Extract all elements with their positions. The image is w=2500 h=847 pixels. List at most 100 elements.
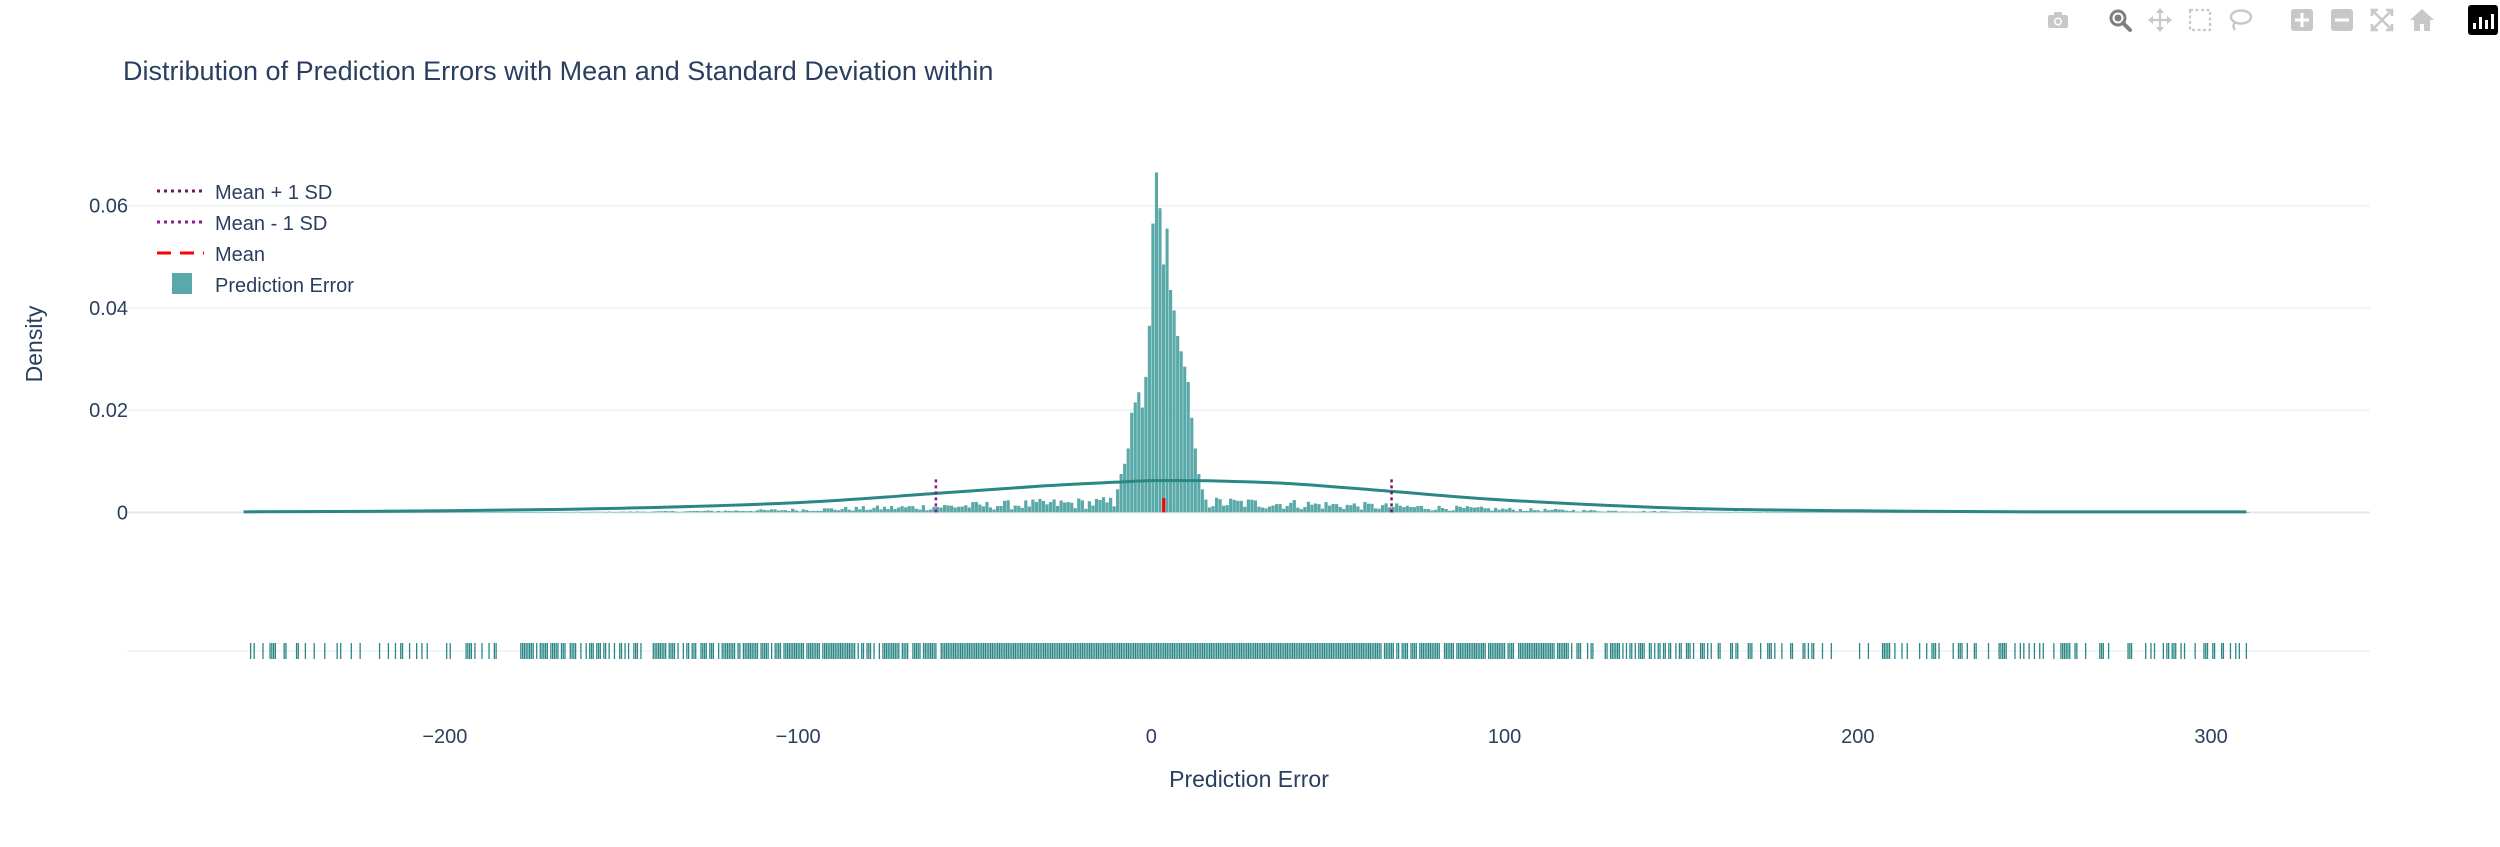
histogram-bar <box>812 510 816 513</box>
histogram-bar <box>1278 504 1282 513</box>
histogram-bar <box>1529 508 1533 513</box>
histogram-bar <box>1055 505 1060 513</box>
histogram-bar <box>907 506 911 513</box>
histogram-bar <box>1045 504 1049 513</box>
box-select-icon[interactable] <box>2184 4 2216 36</box>
lasso-select-icon[interactable] <box>2224 4 2256 36</box>
histogram-bar <box>501 512 505 513</box>
legend-label: Mean + 1 SD <box>215 182 332 204</box>
y-tick-label: 0.04 <box>89 298 128 320</box>
legend-item-prediction-error[interactable]: Prediction Error <box>172 273 354 297</box>
histogram-bar <box>1776 512 1780 513</box>
histogram-bar <box>911 506 915 513</box>
histogram-bar <box>706 510 710 513</box>
histogram-bar <box>752 511 756 513</box>
histogram-bar <box>762 509 767 513</box>
histogram-bar <box>1868 512 1872 513</box>
zoom-icon[interactable] <box>2104 4 2136 36</box>
legend-item-mean-plus-sd[interactable]: Mean + 1 SD <box>157 182 332 204</box>
histogram-bar <box>1451 510 1455 513</box>
histogram-bar <box>748 510 752 513</box>
histogram-bar <box>1546 510 1551 513</box>
histogram-bar <box>745 511 749 513</box>
histogram-bar <box>660 511 664 513</box>
histogram-bar <box>653 511 657 513</box>
x-tick-label: 0 <box>1146 726 1157 748</box>
histogram-bar <box>1864 512 1869 513</box>
histogram-bar <box>2246 512 2250 513</box>
histogram-bar <box>1101 497 1106 513</box>
histogram-bar <box>437 512 442 513</box>
histogram-bar <box>1006 500 1010 513</box>
histogram-bar <box>1656 511 1660 513</box>
histogram-bar <box>1702 511 1706 513</box>
histogram-bar <box>1818 512 1823 513</box>
histogram-bar <box>487 512 491 513</box>
histogram-bar <box>547 512 551 513</box>
y-tick-label: 0 <box>117 502 128 524</box>
zoom-in-icon[interactable] <box>2286 4 2318 36</box>
histogram-bar <box>512 512 516 513</box>
camera-icon[interactable] <box>2042 4 2074 36</box>
histogram-bar <box>1826 512 1830 513</box>
histogram-bar <box>808 511 812 513</box>
histogram-bar <box>1568 511 1572 513</box>
histogram-bar <box>1681 511 1685 513</box>
histogram-bar <box>1479 506 1484 513</box>
histogram-bar <box>1395 503 1399 513</box>
histogram-bar <box>483 512 487 513</box>
histogram-bar <box>1571 509 1575 513</box>
histogram-bar <box>1811 512 1816 513</box>
histogram-bar <box>1282 508 1286 513</box>
histogram-bar <box>1154 172 1159 513</box>
histogram-bar <box>1253 500 1258 513</box>
histogram-bar <box>1289 502 1293 513</box>
histogram-bar <box>741 510 745 513</box>
histogram-bar <box>1709 511 1713 513</box>
histogram-bar <box>1094 499 1099 513</box>
histogram-bar <box>444 512 449 513</box>
plotly-logo-icon[interactable] <box>2468 5 2498 35</box>
histogram-bar <box>886 509 890 513</box>
histogram-bar <box>1614 510 1618 513</box>
histogram-bar <box>950 505 954 513</box>
histogram-bar <box>646 512 650 513</box>
histogram-bar <box>1691 511 1696 513</box>
histogram-bar <box>1320 508 1325 513</box>
histogram-bar <box>868 509 873 513</box>
histogram-bar <box>1130 412 1134 513</box>
histogram-bar <box>515 512 519 513</box>
histogram-bar <box>642 511 646 513</box>
histogram-bar <box>1161 264 1166 513</box>
reset-axes-icon[interactable] <box>2406 4 2438 36</box>
histogram-bar <box>1698 511 1703 513</box>
histogram-bar <box>688 511 692 513</box>
y-ticks: 0 0.02 0.04 0.06 <box>89 196 128 525</box>
histogram-bar <box>967 507 971 513</box>
histogram-bar <box>1077 498 1081 513</box>
histogram-bar <box>459 512 463 513</box>
autoscale-icon[interactable] <box>2366 4 2398 36</box>
pan-icon[interactable] <box>2144 4 2176 36</box>
histogram-bar <box>1525 510 1530 513</box>
histogram-bar <box>656 511 661 513</box>
histogram-bar <box>780 510 784 513</box>
histogram-bar <box>1497 509 1501 513</box>
histogram-bar <box>1211 506 1215 513</box>
histogram-bar <box>861 506 865 513</box>
histogram-bar <box>543 512 548 513</box>
legend-item-mean-minus-sd[interactable]: Mean - 1 SD <box>157 213 327 235</box>
histogram-bar <box>409 512 413 513</box>
histogram-bar <box>536 512 540 513</box>
zoom-out-icon[interactable] <box>2326 4 2358 36</box>
histogram-bar <box>430 512 435 513</box>
histogram-bar <box>1250 499 1254 513</box>
histogram-bar <box>1794 512 1798 513</box>
histogram-bar <box>1645 511 1650 513</box>
histogram-bar <box>1486 508 1491 513</box>
histogram-bar <box>1274 504 1279 513</box>
histogram-bar <box>1225 505 1229 513</box>
histogram-bar <box>1398 505 1402 513</box>
histogram-bar <box>1338 507 1342 513</box>
legend-item-mean[interactable]: Mean <box>157 244 265 266</box>
